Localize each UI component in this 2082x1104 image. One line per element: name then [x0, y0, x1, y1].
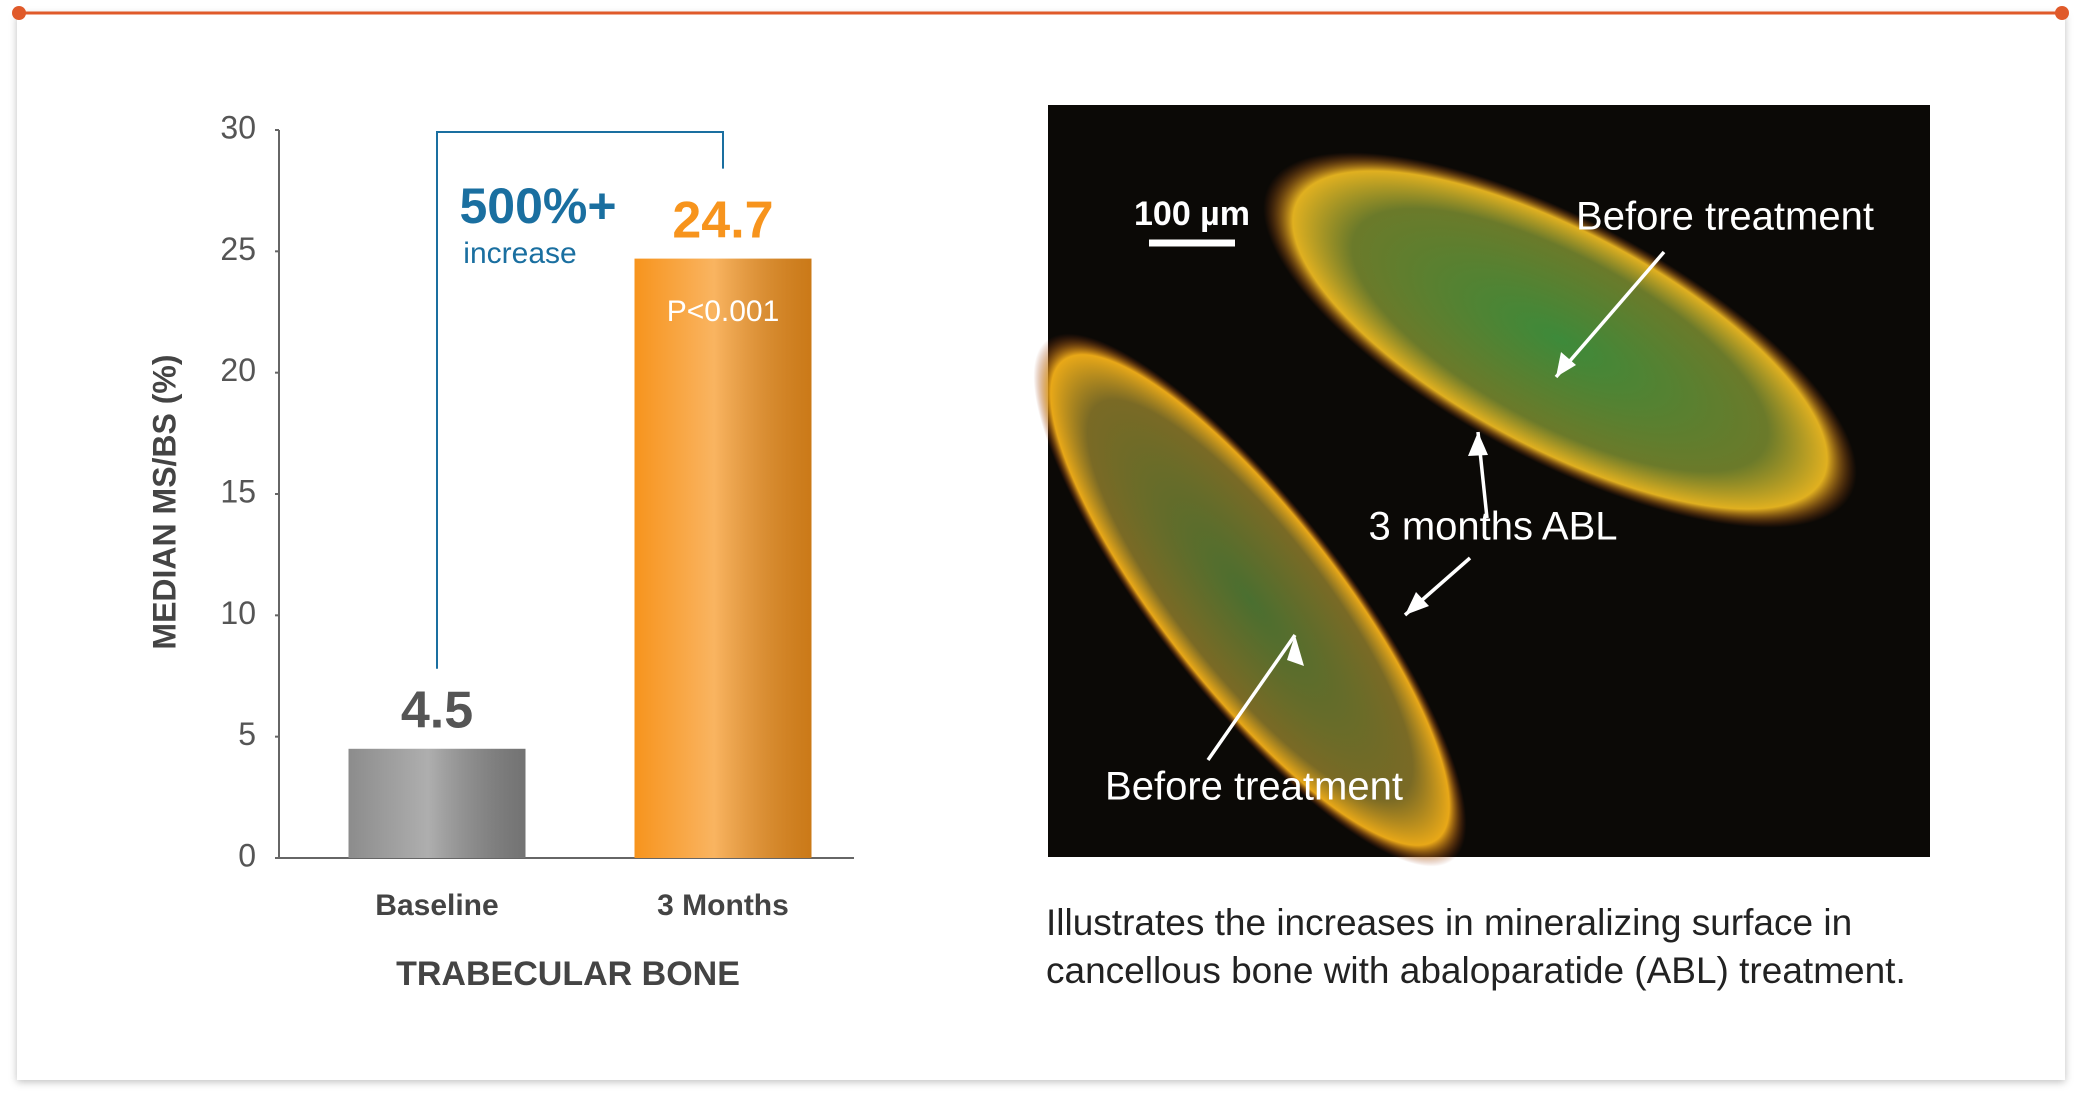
y-axis-title: MEDIAN MS/BS (%) — [146, 354, 182, 649]
y-tick-label: 5 — [238, 716, 256, 752]
comparison-bracket — [436, 131, 724, 669]
arrowhead — [1287, 635, 1304, 666]
micrograph: 100 µm Before treatment 3 months ABL Bef… — [1033, 105, 1930, 867]
arrowhead — [1468, 432, 1488, 456]
rule-dot — [2055, 6, 2069, 20]
bone-tissue — [1263, 152, 1857, 528]
bar-shine — [634, 258, 812, 858]
value-label: 4.5 — [401, 682, 473, 740]
bone-tissue — [1033, 333, 1467, 867]
x-axis-title: TRABECULAR BONE — [396, 955, 740, 993]
bar-chart: MEDIAN MS/BS (%) TRABECULAR BONE 0 5 10 15 2… — [146, 109, 854, 993]
image-label: Before treatment — [1576, 195, 1874, 239]
image-label: 3 months ABL — [1368, 505, 1617, 549]
y-tick-label: 20 — [220, 352, 256, 388]
y-tick-label: 0 — [238, 837, 256, 873]
value-label: 24.7 — [672, 191, 773, 249]
scale-label: 100 µm — [1134, 195, 1250, 233]
p-value: P<0.001 — [667, 295, 780, 328]
arrow — [1206, 634, 1297, 761]
caption-line: cancellous bone with abaloparatide (ABL)… — [1046, 950, 1906, 991]
rule-dot — [12, 6, 26, 20]
arrowheads — [1287, 352, 1576, 666]
y-tick-label: 30 — [220, 109, 256, 145]
bar-shine — [348, 748, 526, 858]
caption-line: Illustrates the increases in mineralizin… — [1046, 902, 1852, 943]
arrow — [1554, 250, 1666, 379]
x-tick-label: 3 Months — [657, 889, 789, 922]
arrowhead — [1556, 352, 1576, 377]
x-tick-label: Baseline — [375, 889, 498, 922]
change-label: 500%+ — [459, 178, 616, 234]
y-tick-label: 10 — [220, 595, 256, 631]
arrowhead — [1405, 592, 1429, 615]
y-tick-label: 15 — [220, 473, 256, 509]
image-label: Before treatment — [1105, 765, 1403, 809]
change-note: increase — [463, 237, 576, 270]
y-tick-label: 25 — [220, 231, 256, 267]
